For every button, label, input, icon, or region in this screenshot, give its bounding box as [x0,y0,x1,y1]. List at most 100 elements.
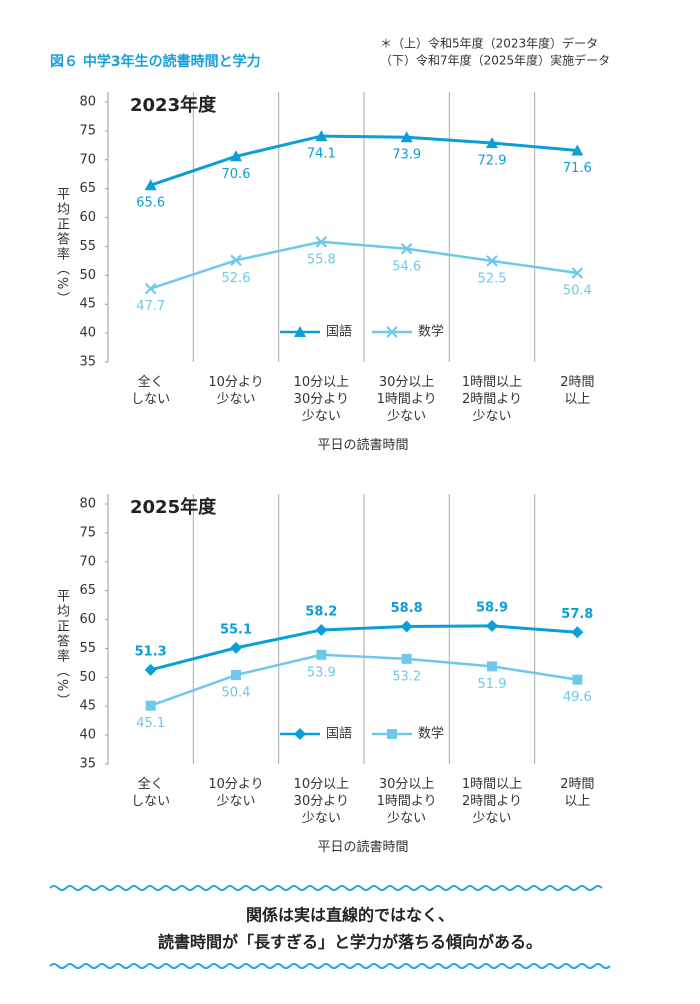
marker [401,653,412,664]
data-label: 72.9 [478,154,507,169]
marker [400,242,413,255]
legend-label: 国語 [326,726,352,742]
data-label: 50.4 [222,686,251,701]
series-line [150,134,578,187]
data-label: 47.7 [136,299,165,314]
marker [144,282,157,295]
x-tick-label: 10分より 少ない [208,777,264,809]
y-axis-label: 平均正答率（%） [54,187,69,307]
marker [316,649,327,660]
y-tick-label: 45 [79,297,96,312]
y-tick-label: 60 [79,210,96,225]
footer-text: 関係は実は直線的ではなく、 [246,906,454,925]
marker [486,619,498,632]
marker [294,728,306,740]
x-axis-label: 平日の読書時間 [317,438,409,453]
data-label: 57.8 [561,607,593,622]
marker [487,661,497,672]
x-axis-label: 平日の読書時間 [317,840,409,855]
data-label: 65.6 [136,196,165,211]
marker [230,254,242,267]
y-tick-label: 50 [79,268,96,283]
x-tick-label: 30分以上 1時間より 少ない [376,375,437,424]
y-tick-label: 60 [79,612,96,627]
figure-title: 図６ 中学3年生の読書時間と学力 [50,53,261,70]
data-label: 70.6 [222,167,251,182]
wave-divider [49,885,603,891]
marker [400,131,413,143]
y-tick-label: 40 [79,728,96,743]
data-label: 51.3 [135,644,167,659]
data-label: 53.2 [392,669,421,684]
y-tick-label: 55 [79,239,96,254]
y-tick-label: 40 [79,326,96,341]
marker [294,326,306,337]
data-label: 55.8 [307,252,336,267]
note: ＊（上）令和5年度（2023年度）データ [380,36,598,51]
marker [387,729,397,739]
legend-label: 数学 [418,324,444,340]
series-line [150,653,578,707]
marker [231,670,241,681]
chart-subtitle: 2025年度 [130,496,217,518]
marker [315,623,328,636]
data-label: 49.6 [563,690,592,705]
data-label: 71.6 [563,161,592,176]
x-tick-label: 1時間以上 2時間より 少ない [461,375,523,424]
footer-text: 読書時間が「長すぎる」と学力が落ちる傾向がある。 [158,933,542,952]
marker [230,150,242,162]
y-tick-label: 65 [79,181,96,196]
data-label: 45.1 [136,716,165,731]
legend-label: 国語 [326,324,352,340]
y-tick-label: 75 [79,525,96,540]
x-tick-label: 2時間 以上 [560,375,595,407]
x-tick-label: 全く しない [131,777,171,809]
x-tick-label: 10分より 少ない [208,375,264,407]
x-tick-label: 10分以上 30分より 少ない [293,777,350,826]
x-tick-label: 2時間 以上 [560,777,595,809]
data-label: 52.6 [222,271,251,286]
marker [571,626,584,639]
y-tick-label: 75 [79,123,96,138]
legend-label: 数学 [418,726,444,742]
marker [400,620,413,633]
y-tick-label: 80 [79,95,96,110]
data-label: 58.2 [305,604,337,619]
marker [315,236,328,248]
x-tick-label: 30分以上 1時間より 少ない [376,777,437,826]
y-tick-label: 55 [79,641,96,656]
chart-subtitle: 2023年度 [130,94,217,116]
marker [486,137,498,149]
y-tick-label: 35 [79,757,96,772]
y-axis-label: 平均正答率（%） [54,589,69,709]
wave-divider [49,963,611,969]
data-label: 58.8 [391,601,423,616]
data-label: 52.5 [478,271,507,286]
marker [230,641,242,654]
marker [145,700,156,711]
y-tick-label: 70 [79,152,96,167]
marker [315,130,328,142]
y-tick-label: 45 [79,699,96,714]
data-label: 58.9 [476,600,508,615]
data-label: 73.9 [392,148,421,163]
marker [571,267,584,279]
marker [572,674,583,685]
data-label: 53.9 [307,665,336,680]
x-tick-label: 全く しない [131,375,171,407]
y-tick-label: 80 [79,497,96,512]
x-tick-label: 1時間以上 2時間より 少ない [461,777,523,826]
x-tick-label: 10分以上 30分より 少ない [293,375,350,424]
data-label: 54.6 [392,259,421,274]
y-tick-label: 50 [79,670,96,685]
y-tick-label: 70 [79,554,96,569]
marker [386,326,398,338]
marker [144,663,157,676]
data-label: 51.9 [478,677,507,692]
y-tick-label: 65 [79,583,96,598]
y-tick-label: 35 [79,355,96,370]
data-label: 50.4 [563,284,592,299]
marker [144,179,157,191]
